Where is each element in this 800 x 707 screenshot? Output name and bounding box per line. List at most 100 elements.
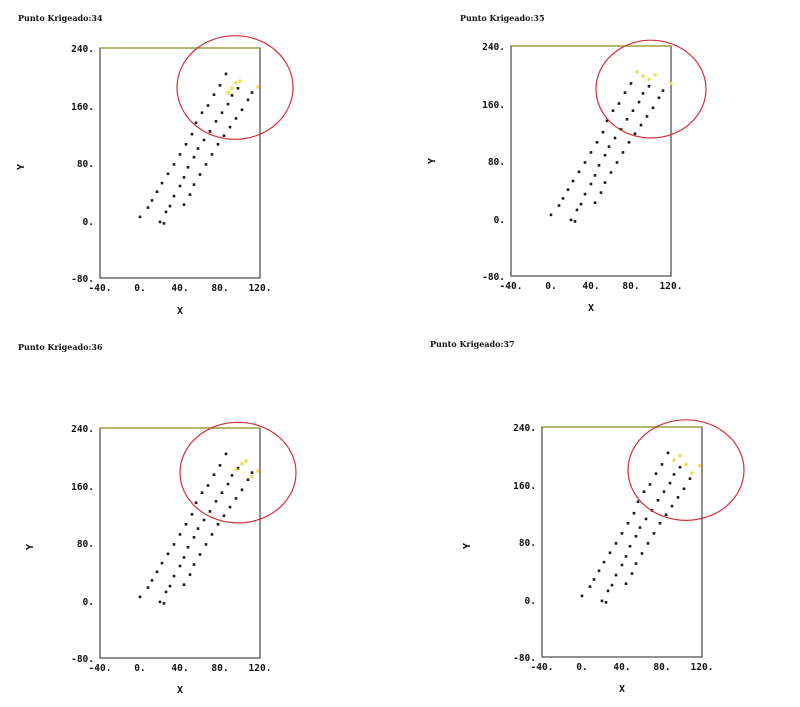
data-point [644, 517, 648, 521]
data-point [186, 546, 190, 549]
data-point [620, 563, 624, 567]
scatter-points [542, 419, 745, 604]
y-axis-label: Y [427, 158, 438, 164]
data-point [236, 87, 240, 90]
data-point [654, 472, 658, 475]
x-tick-label: 80. [622, 281, 639, 292]
data-point [623, 91, 627, 94]
data-point [166, 552, 170, 556]
data-point [633, 132, 637, 135]
data-point [606, 589, 610, 593]
y-tick-label: -80. [482, 272, 505, 283]
tick-labels: 240. 160. 80. 0. -80. -40. 0. 40. 80. 12… [482, 42, 682, 292]
data-point [172, 543, 176, 546]
x-tick-label: 120. [660, 281, 683, 292]
data-point [608, 551, 612, 555]
data-point [611, 109, 615, 112]
data-point [202, 138, 206, 142]
x-tick-label: -40. [89, 663, 112, 674]
data-point [624, 555, 628, 558]
search-neighborhood-circle [627, 419, 745, 522]
scatter-points [511, 39, 707, 223]
data-point [661, 89, 665, 92]
data-point [569, 218, 573, 222]
search-neighborhood-circle [595, 39, 707, 139]
data-point [642, 490, 646, 493]
data-point [196, 527, 200, 530]
data-point [588, 585, 592, 588]
data-point [214, 500, 218, 503]
data-point [178, 184, 182, 188]
x-tick-label: -40. [500, 281, 523, 292]
data-point [668, 481, 672, 485]
data-point [646, 542, 650, 545]
data-point [204, 543, 208, 546]
search-neighborhood-circle [176, 35, 294, 140]
x-tick-label: 80. [211, 283, 228, 294]
data-point [210, 153, 214, 156]
y-tick-label: 0. [494, 215, 505, 226]
data-point [188, 193, 192, 196]
data-point [206, 484, 210, 487]
data-point [631, 109, 635, 112]
data-point [164, 210, 168, 214]
data-point [657, 96, 661, 100]
data-point [602, 560, 606, 564]
x-tick-label: 0. [576, 662, 587, 673]
data-point [603, 153, 607, 157]
data-point [150, 199, 154, 202]
y-tick-label: 0. [83, 597, 94, 608]
data-point [204, 163, 208, 166]
x-tick-label: 80. [653, 662, 670, 673]
data-point [228, 505, 232, 509]
data-point [214, 120, 218, 123]
y-tick-label: 80. [77, 539, 94, 550]
data-point [234, 117, 238, 120]
data-point [226, 102, 230, 106]
x-tick-label: 0. [545, 281, 556, 292]
data-point [621, 151, 625, 154]
x-tick-label: 120. [691, 662, 714, 673]
data-point [589, 151, 593, 154]
data-point [600, 599, 604, 603]
data-point [192, 563, 196, 566]
data-point [224, 452, 228, 456]
data-point [652, 532, 656, 535]
data-point [212, 93, 216, 96]
highlighted-point [230, 86, 234, 90]
y-tick-label: -80. [513, 653, 536, 664]
y-tick-label: 0. [525, 596, 536, 607]
data-point [639, 123, 643, 127]
data-point [188, 573, 192, 576]
highlighted-point [678, 454, 682, 458]
data-point [182, 203, 186, 206]
data-point [194, 121, 198, 125]
y-tick-label: 80. [488, 157, 505, 168]
data-point [595, 141, 599, 144]
data-point [206, 104, 210, 107]
data-point [607, 145, 611, 148]
data-point [603, 181, 607, 184]
data-point [601, 130, 605, 134]
data-point [682, 487, 686, 491]
data-point [230, 94, 234, 97]
data-point [210, 533, 214, 536]
data-point [589, 182, 593, 186]
y-axis-label: Y [25, 544, 36, 550]
data-point [160, 561, 164, 565]
x-tick-label: 0. [134, 663, 145, 674]
data-point [615, 161, 619, 164]
data-point [610, 583, 614, 587]
data-point [605, 119, 609, 123]
data-point [630, 572, 634, 575]
data-point [202, 518, 206, 522]
data-point [146, 586, 150, 589]
tick-labels: 240. 160. 80. 0. -80. -40. 0. 40. 80. 12… [513, 423, 713, 673]
data-point [613, 136, 617, 140]
highlighted-point [684, 462, 688, 466]
data-point [212, 473, 216, 476]
data-point [575, 208, 579, 212]
panel-title: Punto Krigeado:34 [18, 13, 103, 23]
data-point [216, 143, 220, 146]
